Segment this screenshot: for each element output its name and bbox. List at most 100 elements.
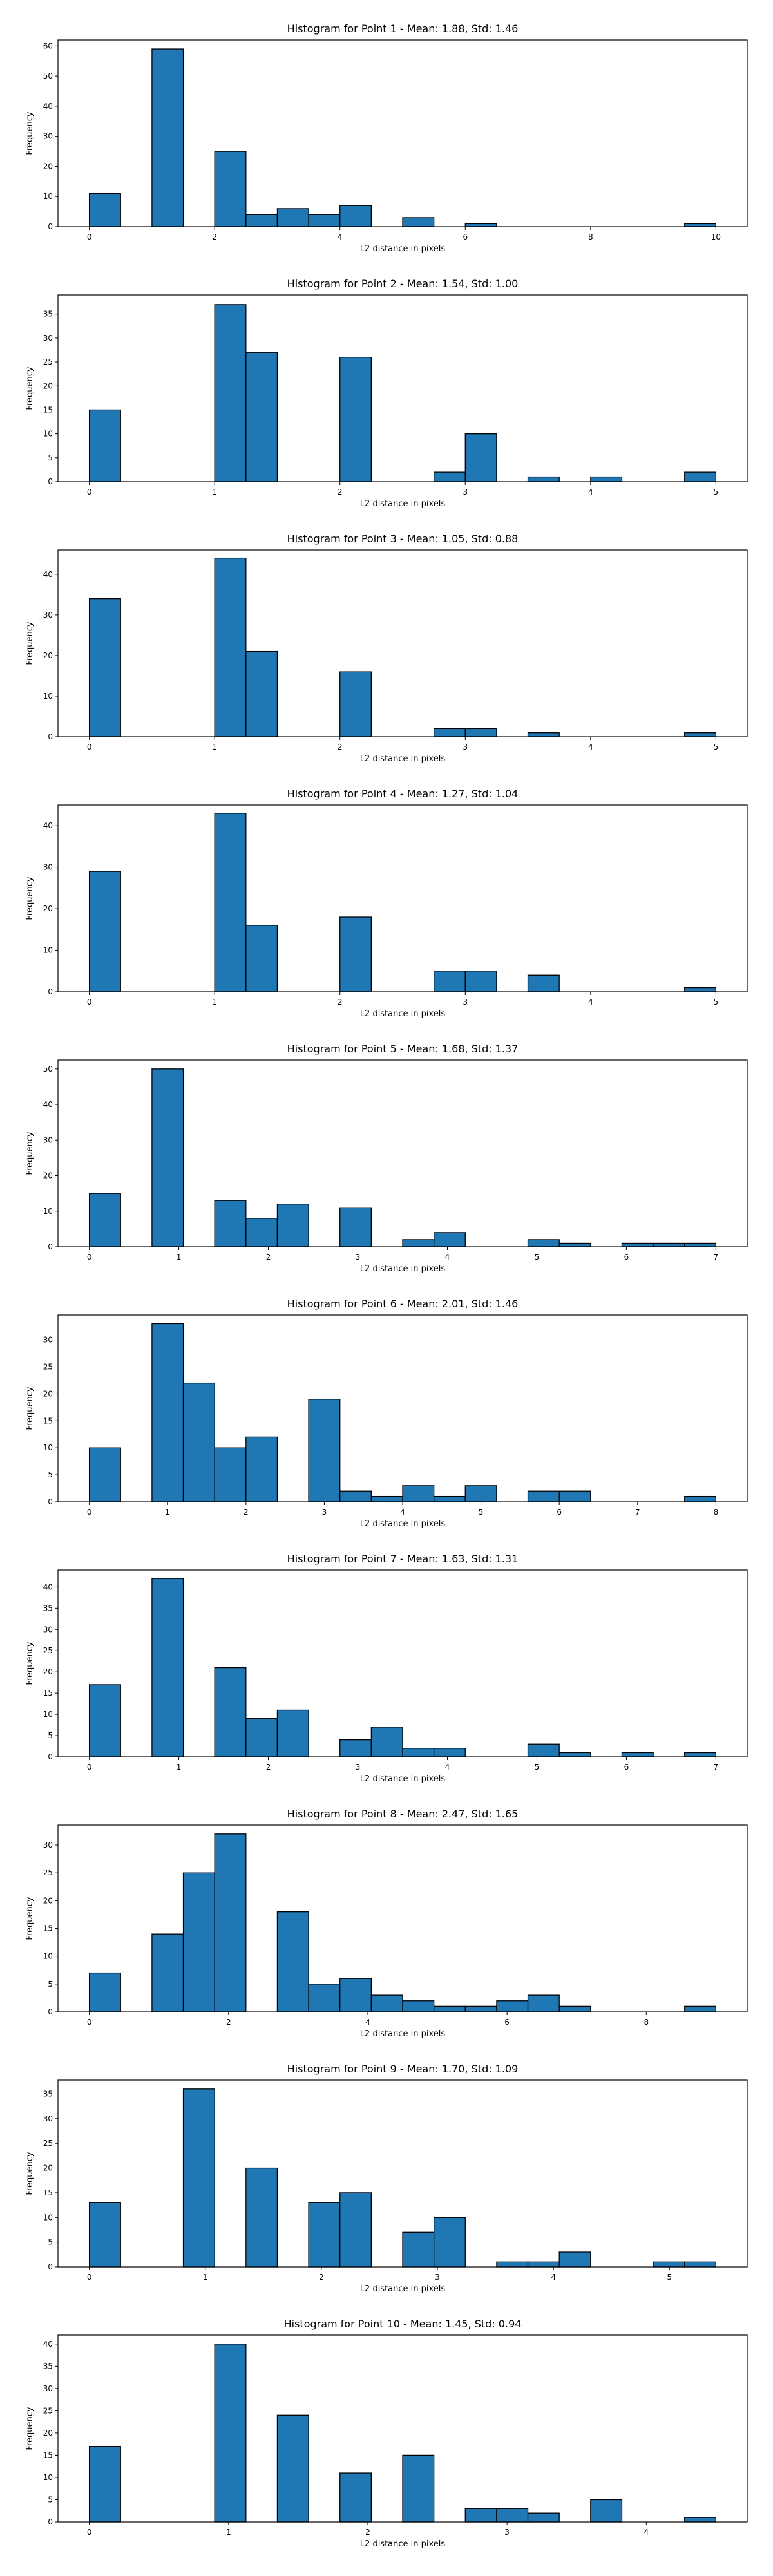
histogram-bar — [151, 48, 184, 227]
histogram-bar — [464, 223, 497, 227]
plot-frame — [57, 1824, 748, 2012]
y-tick-label: 10 — [43, 1710, 53, 1719]
y-tick-label: 0 — [48, 1752, 53, 1761]
x-tick-label: 5 — [667, 2273, 672, 2282]
histogram-bar — [402, 2231, 435, 2268]
histogram-bar — [527, 2261, 560, 2268]
x-tick-label: 2 — [226, 2018, 231, 2027]
histogram-bar — [245, 925, 278, 992]
x-tick-label: 10 — [711, 232, 721, 242]
y-tick-label: 30 — [43, 863, 53, 872]
histogram-chart: Histogram for Point 10 - Mean: 1.45, Std… — [25, 2318, 748, 2549]
histogram-chart: Histogram for Point 9 - Mean: 1.70, Std:… — [25, 2063, 748, 2294]
histogram-bar — [88, 1972, 121, 2012]
chart-title: Histogram for Point 9 - Mean: 1.70, Std:… — [287, 2063, 519, 2075]
x-tick-label: 4 — [338, 232, 343, 242]
y-tick-label: 40 — [43, 1582, 53, 1591]
histogram-bar — [214, 1667, 247, 1757]
chart-title: Histogram for Point 4 - Mean: 1.27, Std:… — [287, 788, 519, 800]
y-tick-label: 20 — [43, 651, 53, 660]
y-tick-label: 35 — [43, 310, 53, 319]
histogram-bar — [214, 1200, 247, 1247]
y-tick-label: 40 — [43, 821, 53, 830]
histogram-bar — [182, 2088, 215, 2268]
histogram-bar — [88, 1193, 121, 1247]
histogram-bar — [621, 1242, 654, 1247]
plot-frame — [57, 1569, 748, 1757]
histogram-bar — [558, 1242, 591, 1247]
x-tick-label: 1 — [226, 2528, 231, 2537]
x-tick-label: 3 — [435, 2273, 440, 2282]
x-axis-label: L2 distance in pixels — [360, 499, 446, 509]
x-tick-label: 6 — [463, 232, 468, 242]
histogram-chart: Histogram for Point 7 - Mean: 1.63, Std:… — [25, 1553, 748, 1784]
x-axis-label: L2 distance in pixels — [360, 244, 446, 254]
histogram-bar — [370, 1495, 403, 1502]
x-tick-label: 0 — [87, 743, 92, 752]
y-tick-label: 40 — [43, 2340, 53, 2349]
y-tick-label: 15 — [43, 405, 53, 414]
histogram-bar — [527, 2512, 560, 2523]
histogram-bar — [276, 2414, 309, 2523]
histogram-bar — [308, 214, 341, 227]
histogram-bar — [182, 1872, 215, 2012]
histogram-bar — [339, 205, 372, 227]
y-tick-label: 0 — [48, 2007, 53, 2016]
histogram-bar — [464, 971, 497, 992]
histogram-bar — [684, 1752, 717, 1757]
y-tick-label: 20 — [43, 1667, 53, 1676]
y-axis-label: Frequency — [25, 1897, 35, 1940]
y-tick-label: 25 — [43, 1868, 53, 1877]
histogram-bar — [245, 352, 278, 482]
histogram-bar — [527, 1239, 560, 1247]
histogram-bar — [214, 151, 247, 227]
histogram-bar — [402, 217, 435, 227]
histogram-bar — [558, 1490, 591, 1502]
x-tick-label: 7 — [714, 1253, 719, 1262]
histogram-bar — [433, 971, 466, 992]
bars — [88, 1578, 717, 1757]
plot-frame — [57, 804, 748, 992]
y-tick-label: 30 — [43, 2384, 53, 2393]
x-tick-label: 2 — [365, 2528, 370, 2537]
y-tick-label: 15 — [43, 2450, 53, 2459]
histogram-bar — [402, 2000, 435, 2012]
histogram-bar — [464, 1485, 497, 1502]
histogram-bar — [684, 2005, 717, 2012]
x-axis-label: L2 distance in pixels — [360, 1264, 446, 1274]
histogram-bar — [339, 916, 372, 992]
y-tick-label: 10 — [43, 946, 53, 955]
histogram-bar — [245, 1718, 278, 1757]
x-tick-label: 8 — [588, 232, 593, 242]
histogram-bar — [88, 193, 121, 227]
histogram-bar — [214, 1447, 247, 1502]
chart-title: Histogram for Point 8 - Mean: 2.47, Std:… — [287, 1808, 519, 1820]
y-tick-label: 5 — [48, 453, 53, 462]
y-tick-label: 0 — [48, 2517, 53, 2526]
histogram-bar — [590, 476, 623, 482]
y-tick-label: 15 — [43, 1416, 53, 1425]
histogram-bar — [684, 1495, 717, 1502]
histogram-bar — [496, 2508, 529, 2523]
chart-title: Histogram for Point 1 - Mean: 1.88, Std:… — [287, 23, 519, 35]
x-tick-label: 0 — [87, 2528, 92, 2537]
x-tick-label: 4 — [588, 488, 593, 497]
y-tick-label: 25 — [43, 2406, 53, 2415]
y-tick-label: 35 — [43, 2362, 53, 2371]
histogram-bar — [276, 208, 309, 227]
x-tick-label: 0 — [87, 1253, 92, 1262]
histogram-bar — [527, 1743, 560, 1757]
y-tick-label: 20 — [43, 2429, 53, 2438]
y-axis-label: Frequency — [25, 366, 35, 410]
x-tick-label: 5 — [535, 1253, 540, 1262]
histogram-bar — [590, 2499, 623, 2523]
x-tick-label: 2 — [243, 1508, 249, 1517]
y-tick-label: 0 — [48, 987, 53, 996]
y-tick-label: 20 — [43, 2164, 53, 2173]
chart-title: Histogram for Point 3 - Mean: 1.05, Std:… — [287, 533, 519, 545]
histogram-bar — [558, 2005, 591, 2012]
histogram-bar — [684, 732, 717, 737]
histogram-bar — [527, 732, 560, 737]
x-tick-label: 2 — [338, 743, 343, 752]
y-axis-label: Frequency — [25, 2407, 35, 2450]
